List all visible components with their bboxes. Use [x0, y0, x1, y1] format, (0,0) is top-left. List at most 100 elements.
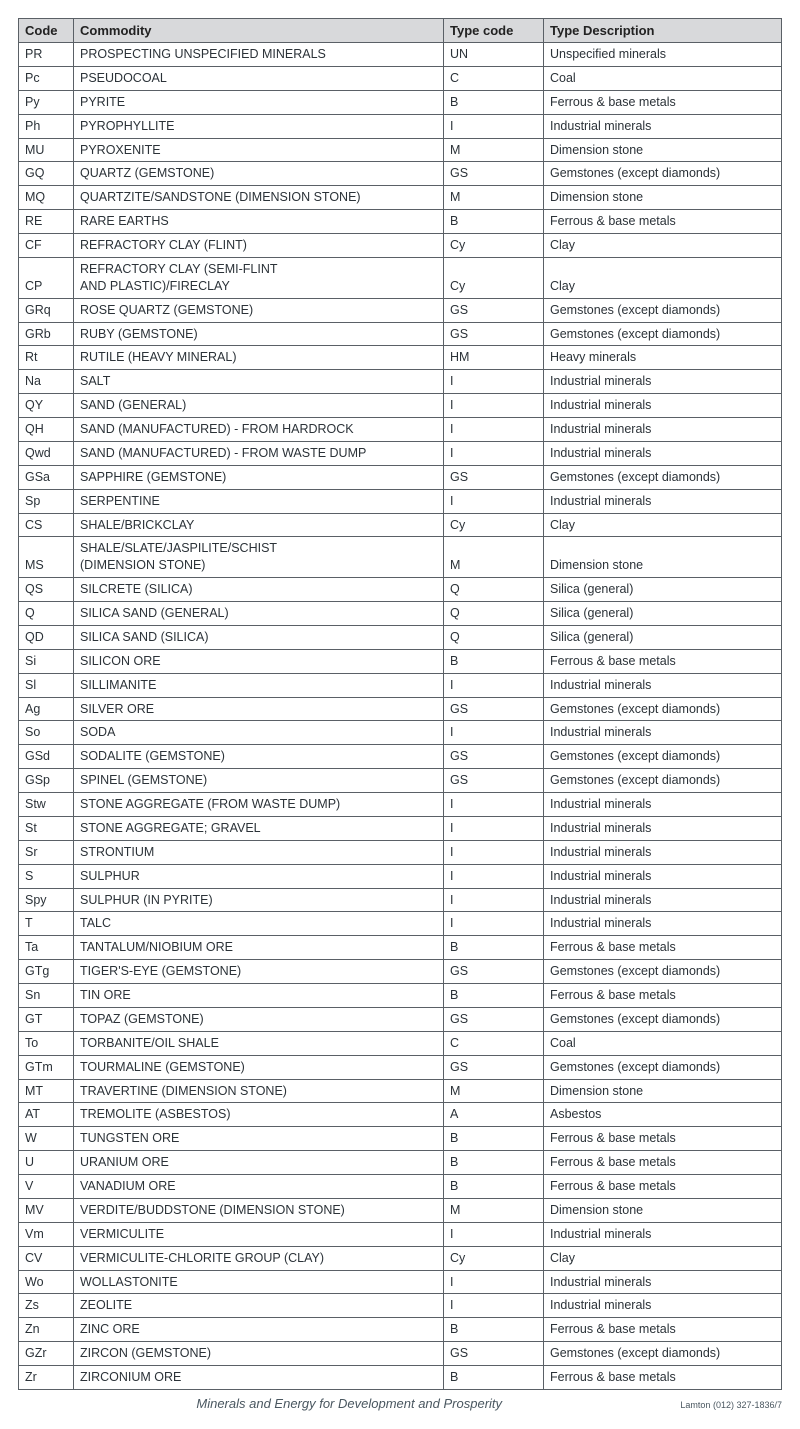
table-cell: GZr	[19, 1342, 74, 1366]
table-cell: M	[444, 537, 544, 578]
table-cell: Gemstones (except diamonds)	[544, 769, 782, 793]
table-cell: Clay	[544, 234, 782, 258]
table-cell: SALT	[74, 370, 444, 394]
table-cell: STONE AGGREGATE (FROM WASTE DUMP)	[74, 793, 444, 817]
table-cell: QUARTZITE/SANDSTONE (DIMENSION STONE)	[74, 186, 444, 210]
table-row: SSULPHURIIndustrial minerals	[19, 864, 782, 888]
table-row: ZsZEOLITEIIndustrial minerals	[19, 1294, 782, 1318]
table-cell: Ferrous & base metals	[544, 936, 782, 960]
table-cell: PSEUDOCOAL	[74, 66, 444, 90]
table-cell: TIN ORE	[74, 984, 444, 1008]
table-row: GTgTIGER'S-EYE (GEMSTONE)GSGemstones (ex…	[19, 960, 782, 984]
table-row: GSaSAPPHIRE (GEMSTONE)GSGemstones (excep…	[19, 465, 782, 489]
table-cell: SAPPHIRE (GEMSTONE)	[74, 465, 444, 489]
table-cell: Clay	[544, 257, 782, 298]
table-cell: PYROPHYLLITE	[74, 114, 444, 138]
table-cell: GS	[444, 162, 544, 186]
table-cell: Clay	[544, 1246, 782, 1270]
table-row: GTTOPAZ (GEMSTONE)GSGemstones (except di…	[19, 1007, 782, 1031]
table-cell: Industrial minerals	[544, 370, 782, 394]
table-row: GRbRUBY (GEMSTONE)GSGemstones (except di…	[19, 322, 782, 346]
table-cell: I	[444, 370, 544, 394]
table-row: StwSTONE AGGREGATE (FROM WASTE DUMP)IInd…	[19, 793, 782, 817]
table-row: TaTANTALUM/NIOBIUM OREBFerrous & base me…	[19, 936, 782, 960]
table-cell: B	[444, 1127, 544, 1151]
table-cell: CV	[19, 1246, 74, 1270]
table-cell: Silica (general)	[544, 625, 782, 649]
table-cell: GT	[19, 1007, 74, 1031]
table-cell: Coal	[544, 1031, 782, 1055]
table-cell: GS	[444, 1055, 544, 1079]
table-cell: REFRACTORY CLAY (SEMI-FLINTAND PLASTIC)/…	[74, 257, 444, 298]
table-cell: ZIRCON (GEMSTONE)	[74, 1342, 444, 1366]
table-cell: TREMOLITE (ASBESTOS)	[74, 1103, 444, 1127]
table-cell: Coal	[544, 66, 782, 90]
table-cell: VERMICULITE	[74, 1222, 444, 1246]
table-cell: Dimension stone	[544, 138, 782, 162]
table-cell: SULPHUR (IN PYRITE)	[74, 888, 444, 912]
table-cell: Qwd	[19, 441, 74, 465]
table-cell: Q	[444, 578, 544, 602]
table-cell: Unspecified minerals	[544, 43, 782, 67]
table-cell: Ferrous & base metals	[544, 1366, 782, 1390]
table-cell: Cy	[444, 234, 544, 258]
table-cell: RUBY (GEMSTONE)	[74, 322, 444, 346]
table-cell: B	[444, 1175, 544, 1199]
table-row: RtRUTILE (HEAVY MINERAL)HMHeavy minerals	[19, 346, 782, 370]
table-cell: Ferrous & base metals	[544, 210, 782, 234]
table-cell: Gemstones (except diamonds)	[544, 322, 782, 346]
table-cell: Industrial minerals	[544, 721, 782, 745]
table-cell: VERMICULITE-CHLORITE GROUP (CLAY)	[74, 1246, 444, 1270]
table-row: QSILICA SAND (GENERAL)QSilica (general)	[19, 602, 782, 626]
table-cell: Industrial minerals	[544, 840, 782, 864]
table-row: PcPSEUDOCOALCCoal	[19, 66, 782, 90]
table-cell: St	[19, 816, 74, 840]
table-row: MTTRAVERTINE (DIMENSION STONE)MDimension…	[19, 1079, 782, 1103]
table-cell: SULPHUR	[74, 864, 444, 888]
table-cell: Sr	[19, 840, 74, 864]
table-cell: GS	[444, 1342, 544, 1366]
table-cell: SHALE/SLATE/JASPILITE/SCHIST(DIMENSION S…	[74, 537, 444, 578]
table-cell: Wo	[19, 1270, 74, 1294]
table-cell: M	[444, 1198, 544, 1222]
table-cell: SILICA SAND (SILICA)	[74, 625, 444, 649]
table-cell: Gemstones (except diamonds)	[544, 162, 782, 186]
table-cell: C	[444, 1031, 544, 1055]
table-cell: Heavy minerals	[544, 346, 782, 370]
table-cell: Zn	[19, 1318, 74, 1342]
table-cell: TORBANITE/OIL SHALE	[74, 1031, 444, 1055]
table-cell: CF	[19, 234, 74, 258]
table-cell: GS	[444, 465, 544, 489]
table-cell: B	[444, 1318, 544, 1342]
table-cell: SILCRETE (SILICA)	[74, 578, 444, 602]
table-row: SpSERPENTINEIIndustrial minerals	[19, 489, 782, 513]
table-row: MUPYROXENITEMDimension stone	[19, 138, 782, 162]
table-cell: STRONTIUM	[74, 840, 444, 864]
table-row: QwdSAND (MANUFACTURED) - FROM WASTE DUMP…	[19, 441, 782, 465]
table-cell: B	[444, 90, 544, 114]
table-row: SlSILLIMANITEIIndustrial minerals	[19, 673, 782, 697]
table-row: GSpSPINEL (GEMSTONE)GSGemstones (except …	[19, 769, 782, 793]
table-cell: Industrial minerals	[544, 864, 782, 888]
table-cell: SILLIMANITE	[74, 673, 444, 697]
table-cell: W	[19, 1127, 74, 1151]
table-cell: Spy	[19, 888, 74, 912]
table-row: MSSHALE/SLATE/JASPILITE/SCHIST(DIMENSION…	[19, 537, 782, 578]
table-header-row: Code Commodity Type code Type Descriptio…	[19, 19, 782, 43]
table-cell: Silica (general)	[544, 602, 782, 626]
commodity-codes-table: Code Commodity Type code Type Descriptio…	[18, 18, 782, 1390]
table-cell: I	[444, 840, 544, 864]
table-row: MQQUARTZITE/SANDSTONE (DIMENSION STONE)M…	[19, 186, 782, 210]
table-cell: CS	[19, 513, 74, 537]
table-cell: U	[19, 1151, 74, 1175]
table-row: StSTONE AGGREGATE; GRAVELIIndustrial min…	[19, 816, 782, 840]
table-row: PRPROSPECTING UNSPECIFIED MINERALSUNUnsp…	[19, 43, 782, 67]
table-cell: Asbestos	[544, 1103, 782, 1127]
table-cell: Gemstones (except diamonds)	[544, 1007, 782, 1031]
table-cell: Industrial minerals	[544, 816, 782, 840]
table-cell: TOPAZ (GEMSTONE)	[74, 1007, 444, 1031]
table-cell: C	[444, 66, 544, 90]
table-row: PhPYROPHYLLITEIIndustrial minerals	[19, 114, 782, 138]
table-row: SpySULPHUR (IN PYRITE)IIndustrial minera…	[19, 888, 782, 912]
table-cell: GSp	[19, 769, 74, 793]
